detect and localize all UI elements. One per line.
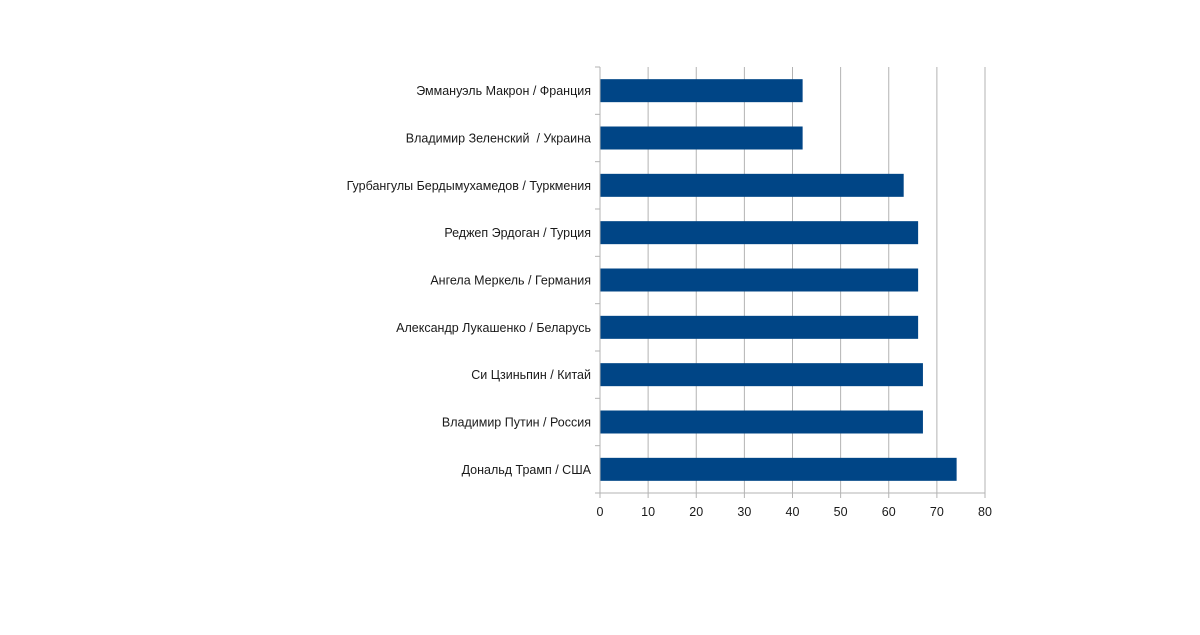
x-tick-label: 70 — [930, 505, 944, 519]
x-tick-labels: 0 10 20 30 40 50 60 70 80 — [597, 505, 992, 519]
x-tick-label: 40 — [786, 505, 800, 519]
x-tick-label: 0 — [597, 505, 604, 519]
x-tick-label: 10 — [641, 505, 655, 519]
x-tick-label: 30 — [737, 505, 751, 519]
bars — [600, 79, 957, 481]
category-label: Дональд Трамп / США — [462, 463, 592, 477]
category-label: Владимир Путин / Россия — [442, 416, 591, 430]
bar — [600, 221, 919, 245]
bar — [600, 126, 803, 150]
category-label: Ангела Меркель / Германия — [430, 274, 591, 288]
category-label: Си Цзиньпин / Китай — [471, 368, 591, 382]
category-label: Владимир Зеленский / Украина — [406, 132, 591, 146]
x-tick-label: 50 — [834, 505, 848, 519]
bar — [600, 268, 919, 292]
bar — [600, 173, 904, 197]
category-label: Гурбангулы Бердымухамедов / Туркмения — [347, 179, 591, 193]
bar — [600, 457, 957, 481]
x-tick-label: 60 — [882, 505, 896, 519]
x-tick-label: 80 — [978, 505, 992, 519]
bar — [600, 363, 923, 387]
bar — [600, 410, 923, 434]
category-label: Реджеп Эрдоган / Турция — [444, 226, 591, 240]
category-label: Александр Лукашенко / Беларусь — [396, 321, 591, 335]
x-tick-label: 20 — [689, 505, 703, 519]
category-labels: Эммануэль Макрон / Франция Владимир Зелен… — [347, 84, 592, 477]
axes — [595, 66, 986, 498]
bar — [600, 315, 919, 339]
category-label: Эммануэль Макрон / Франция — [416, 84, 591, 98]
bar — [600, 79, 803, 103]
